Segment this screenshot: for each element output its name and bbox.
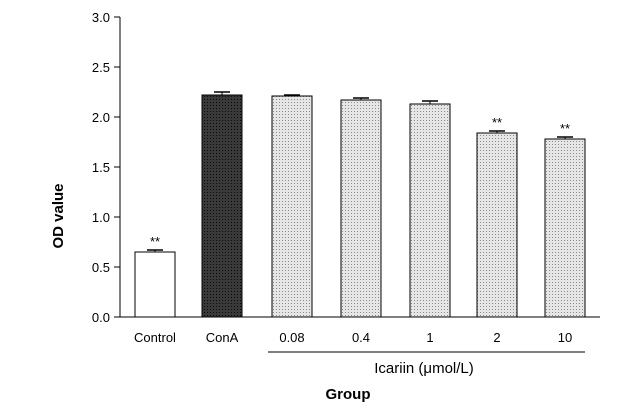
y-tick-label: 0.5	[92, 260, 110, 275]
y-tick-label: 1.5	[92, 160, 110, 175]
x-tick-label: 0.4	[352, 330, 370, 345]
x-tick-label: 1	[426, 330, 433, 345]
bar	[544, 138, 586, 318]
significance-marker: **	[492, 115, 502, 130]
y-tick-label: 1.0	[92, 210, 110, 225]
bar	[340, 99, 382, 318]
y-axis: 0.0 0.5 1.0 1.5 2.0 2.5 3.0	[92, 10, 121, 325]
bar	[476, 132, 518, 318]
x-axis-title: Group	[326, 386, 371, 403]
x-axis: Control ConA 0.08 0.4 1 2 10	[120, 316, 600, 345]
x-tick-label: Control	[134, 330, 176, 345]
y-tick-label: 2.5	[92, 60, 110, 75]
bar	[271, 95, 313, 318]
x-tick-label: 10	[558, 330, 572, 345]
bar	[409, 103, 451, 318]
y-tick-label: 2.0	[92, 110, 110, 125]
bars-group: ** ** **	[134, 91, 586, 318]
x-tick-label: 0.08	[279, 330, 304, 345]
bar	[201, 94, 243, 318]
y-tick-label: 0.0	[92, 310, 110, 325]
group-label: Icariin (μmol/L)	[374, 360, 474, 377]
significance-marker: **	[560, 121, 570, 136]
y-axis-title: OD value	[50, 183, 67, 248]
bar	[134, 251, 176, 318]
significance-marker: **	[150, 234, 160, 249]
x-tick-label: 2	[493, 330, 500, 345]
x-tick-label: ConA	[206, 330, 239, 345]
y-tick-label: 3.0	[92, 10, 110, 25]
